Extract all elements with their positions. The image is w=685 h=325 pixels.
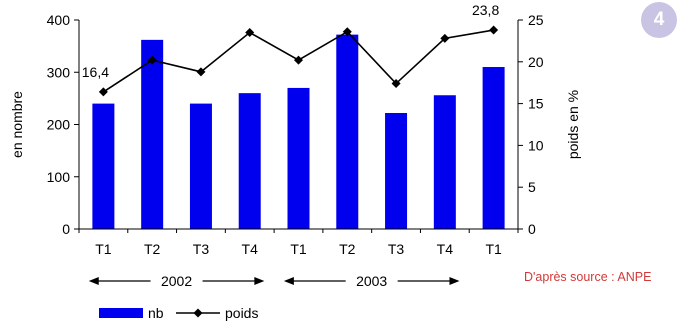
poids-marker-3 xyxy=(196,67,206,77)
poids-marker-7 xyxy=(391,79,401,89)
poids-marker-6 xyxy=(342,27,352,37)
poids-marker-4 xyxy=(245,28,255,38)
year-group-label: 2002 xyxy=(161,273,192,289)
x-tick-label: T1 xyxy=(290,241,307,257)
y-left-tick-label: 100 xyxy=(47,169,71,185)
chart-axes: 0 100 200 300 400 0 5 10 15 20 25 T1 T2 T3 T4 T1 T2 T3 T4 T… xyxy=(9,12,581,257)
x-tick-label: T4 xyxy=(242,241,259,257)
y-right-tick-label: 20 xyxy=(528,54,544,70)
y-axis-right-title: poids en % xyxy=(565,90,581,159)
bar-6 xyxy=(336,34,359,229)
year-arrow-left-head xyxy=(88,277,99,285)
x-tick-label: T2 xyxy=(144,241,161,257)
poids-marker-2 xyxy=(147,55,157,65)
poids-marker-8 xyxy=(440,33,450,43)
page-number-badge: 4 xyxy=(641,2,677,38)
poids-marker-1 xyxy=(98,87,108,97)
chart-labels: 16,4 23,8 2002 2003 xyxy=(82,2,500,289)
data-label: 16,4 xyxy=(82,64,109,80)
poids-marker-9 xyxy=(489,25,499,35)
source-note: D'après source : ANPE xyxy=(524,270,652,284)
legend-label-nb: nb xyxy=(148,305,164,321)
year-arrow-right-head xyxy=(254,277,265,285)
y-right-tick-label: 15 xyxy=(528,96,544,112)
x-tick-label: T1 xyxy=(95,241,112,257)
bar-series-nb xyxy=(92,34,505,230)
x-tick-label: T3 xyxy=(193,241,210,257)
data-label: 23,8 xyxy=(472,2,499,18)
x-tick-label: T1 xyxy=(485,241,502,257)
bar-8 xyxy=(433,95,456,230)
year-arrow-right-head xyxy=(449,277,460,285)
bar-7 xyxy=(385,113,408,229)
bar-2 xyxy=(141,39,164,230)
bar-3 xyxy=(189,103,212,229)
y-left-tick-label: 400 xyxy=(47,12,71,28)
x-tick-label: T2 xyxy=(339,241,356,257)
year-arrow-left-head xyxy=(283,277,294,285)
chart-legend: nb poids xyxy=(99,305,258,321)
legend-label-poids: poids xyxy=(225,305,258,321)
y-left-tick-label: 200 xyxy=(47,117,71,133)
poids-marker-5 xyxy=(294,55,303,65)
bar-4 xyxy=(238,93,261,230)
bar-1 xyxy=(92,103,115,229)
bar-9 xyxy=(482,67,505,230)
year-group-label: 2003 xyxy=(356,273,387,289)
y-right-tick-label: 0 xyxy=(528,221,536,237)
legend-swatch-poids-marker xyxy=(193,308,203,318)
y-left-tick-label: 300 xyxy=(47,64,71,80)
bar-5 xyxy=(287,87,310,229)
x-tick-label: T4 xyxy=(437,241,454,257)
y-left-tick-label: 0 xyxy=(62,221,70,237)
y-axis-left-title: en nombre xyxy=(9,91,25,158)
x-tick-label: T3 xyxy=(388,241,405,257)
y-right-tick-label: 5 xyxy=(528,179,536,195)
y-right-tick-label: 25 xyxy=(528,12,544,28)
legend-swatch-nb xyxy=(99,308,143,318)
line-series-poids xyxy=(98,25,499,97)
y-right-tick-label: 10 xyxy=(528,137,544,153)
